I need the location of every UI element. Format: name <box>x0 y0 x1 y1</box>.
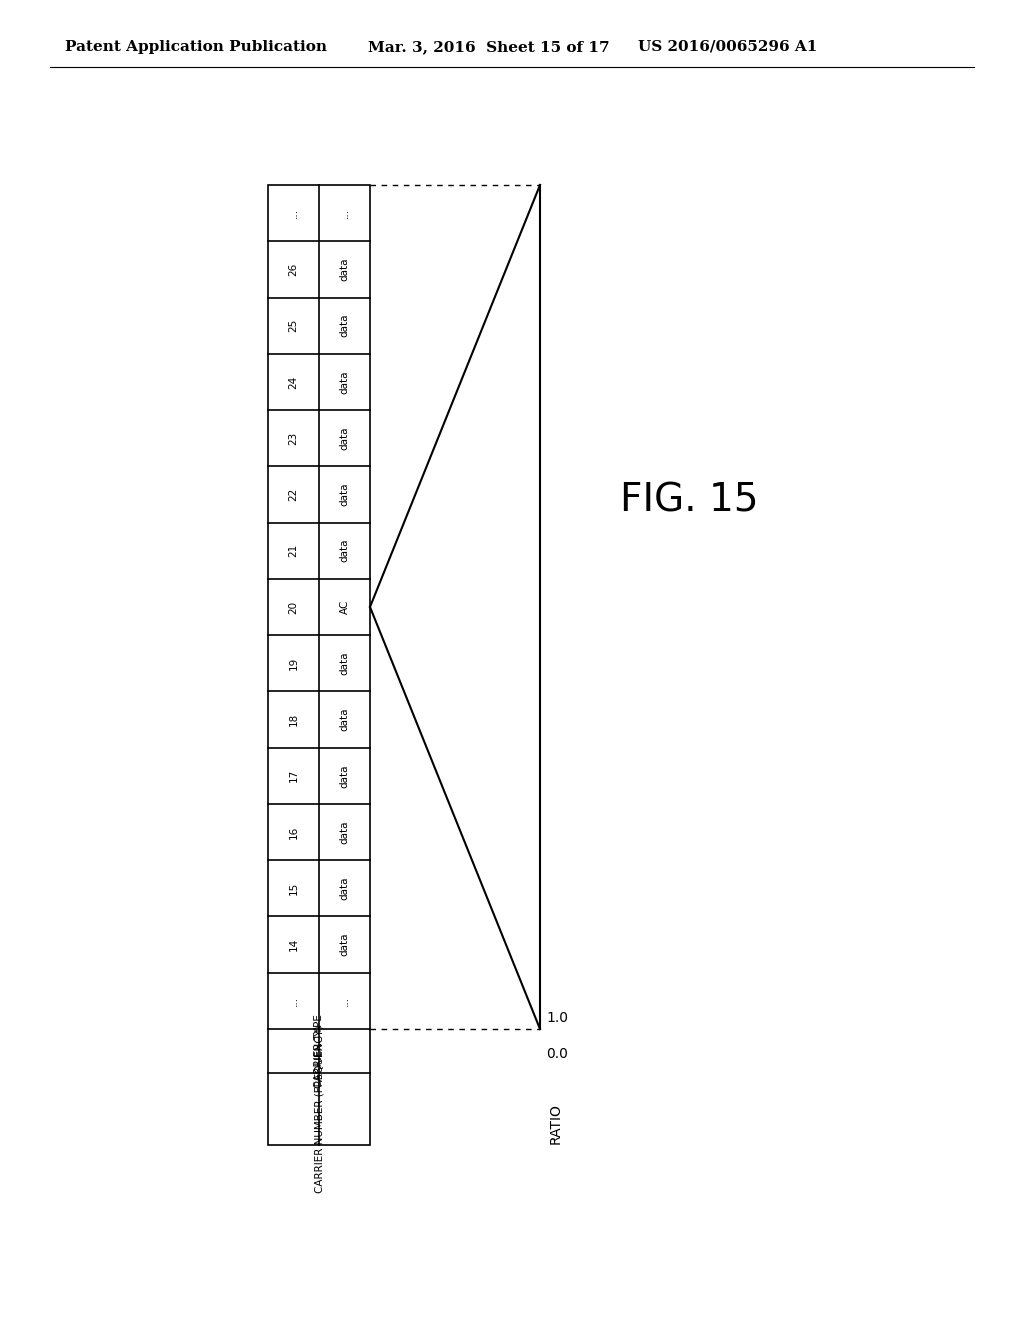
Text: 25: 25 <box>289 319 299 333</box>
Text: 26: 26 <box>289 263 299 276</box>
Text: data: data <box>340 708 349 731</box>
Text: data: data <box>340 257 349 281</box>
Text: 16: 16 <box>289 825 299 838</box>
Text: data: data <box>340 820 349 843</box>
Text: AC: AC <box>340 599 349 614</box>
Text: data: data <box>340 652 349 675</box>
Text: 17: 17 <box>289 770 299 783</box>
Text: 22: 22 <box>289 488 299 502</box>
Text: ...: ... <box>289 995 299 1006</box>
Text: 14: 14 <box>289 939 299 952</box>
Text: data: data <box>340 314 349 338</box>
Text: 0.0: 0.0 <box>546 1047 568 1061</box>
Text: 15: 15 <box>289 882 299 895</box>
Text: FIG. 15: FIG. 15 <box>620 480 759 519</box>
Text: data: data <box>340 370 349 393</box>
Text: 19: 19 <box>289 656 299 669</box>
Text: CARRIER TYPE: CARRIER TYPE <box>314 1014 324 1088</box>
Text: data: data <box>340 426 349 450</box>
Text: 24: 24 <box>289 375 299 388</box>
Text: CARRIER NUMBER (FREQUENCY): CARRIER NUMBER (FREQUENCY) <box>314 1026 324 1193</box>
Text: Mar. 3, 2016  Sheet 15 of 17: Mar. 3, 2016 Sheet 15 of 17 <box>368 40 609 54</box>
Bar <box>268 185 370 1144</box>
Text: data: data <box>340 764 349 788</box>
Text: 23: 23 <box>289 432 299 445</box>
Text: data: data <box>340 876 349 900</box>
Text: data: data <box>340 933 349 957</box>
Text: 21: 21 <box>289 544 299 557</box>
Text: ...: ... <box>340 209 349 218</box>
Text: ...: ... <box>289 209 299 218</box>
Text: 1.0: 1.0 <box>546 1011 568 1026</box>
Text: data: data <box>340 539 349 562</box>
Text: Patent Application Publication: Patent Application Publication <box>65 40 327 54</box>
Text: data: data <box>340 483 349 506</box>
Text: ...: ... <box>340 995 349 1006</box>
Text: 20: 20 <box>289 601 299 614</box>
Text: 18: 18 <box>289 713 299 726</box>
Text: RATIO: RATIO <box>549 1104 563 1144</box>
Text: US 2016/0065296 A1: US 2016/0065296 A1 <box>638 40 817 54</box>
